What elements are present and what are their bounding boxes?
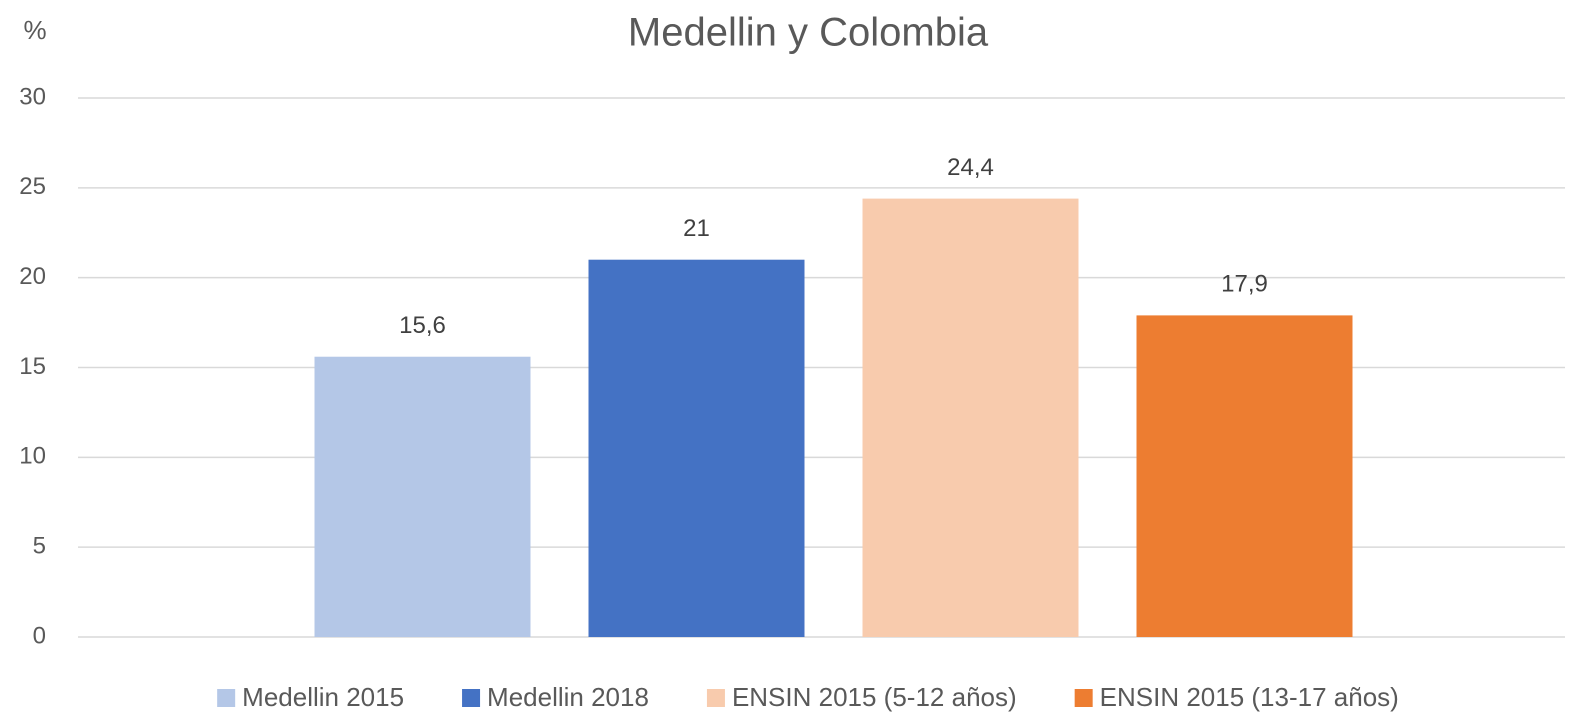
legend-swatch (462, 689, 481, 707)
y-tick-label: 15 (19, 353, 46, 380)
y-tick-label: 20 (19, 263, 46, 290)
y-tick-label: 25 (19, 173, 46, 200)
legend-label: Medellin 2018 (487, 682, 649, 712)
legend-label: ENSIN 2015 (13-17 años) (1100, 682, 1399, 712)
legend-label: Medellin 2015 (242, 682, 404, 712)
legend-swatch (217, 689, 236, 707)
y-tick-label: 10 (19, 443, 46, 470)
legend-swatch (706, 689, 725, 707)
y-tick-label: 5 (33, 533, 46, 560)
data-label: 21 (683, 215, 710, 242)
data-label: 24,4 (947, 154, 994, 181)
y-tick-label: 30 (19, 83, 46, 110)
bar (862, 198, 1079, 637)
legend-label: ENSIN 2015 (5-12 años) (732, 682, 1017, 712)
bar (588, 259, 805, 637)
y-axis-label: % (23, 15, 46, 45)
chart-title: Medellin y Colombia (628, 11, 989, 55)
bar (1136, 315, 1353, 637)
y-tick-label: 0 (33, 622, 46, 649)
bar (314, 356, 531, 637)
legend-swatch (1074, 689, 1093, 707)
data-label: 17,9 (1221, 271, 1268, 298)
data-label: 15,6 (399, 312, 446, 339)
